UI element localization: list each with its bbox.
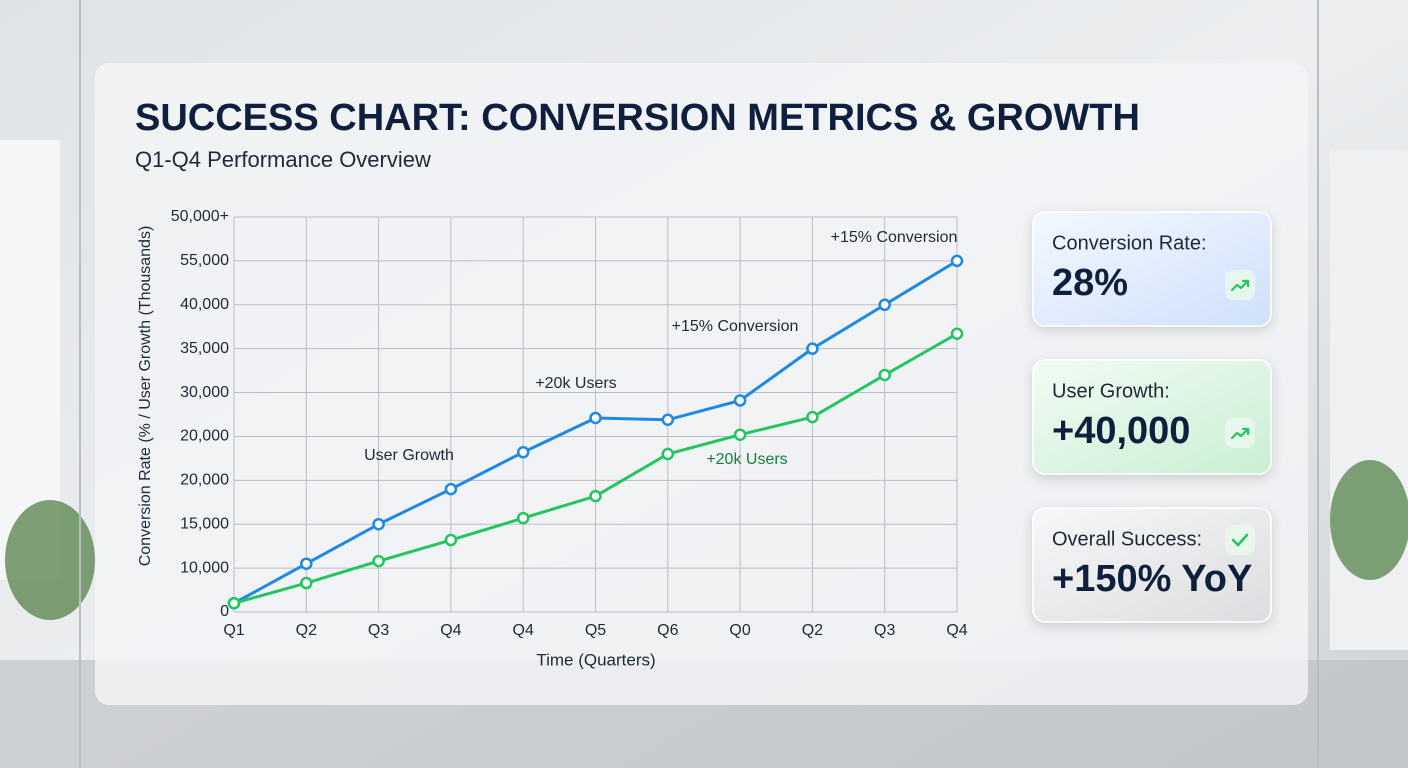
data-point: [950, 327, 964, 340]
kpi-value: +150% YoY: [1052, 558, 1252, 600]
y-tick-label: 0: [220, 603, 229, 620]
trend-icon: [1230, 279, 1250, 292]
x-tick-label: Q1: [223, 622, 244, 639]
y-tick-label: 55,000: [180, 252, 229, 269]
kpi-icon-bg: [1225, 525, 1255, 555]
y-tick-label: 10,000: [180, 559, 229, 576]
data-point: [300, 557, 313, 570]
data-point: [444, 482, 458, 496]
data-point: [661, 447, 675, 461]
kpi-value: +40,000: [1052, 410, 1190, 452]
data-point: [589, 489, 602, 503]
annotation: User Growth: [364, 447, 454, 464]
data-point: [950, 254, 964, 268]
x-tick-label: Q3: [368, 622, 389, 639]
data-point: [733, 428, 747, 441]
x-axis-label: Time (Quarters): [536, 650, 655, 669]
x-tick-label: Q4: [440, 622, 461, 639]
y-tick-label: 20,000: [180, 472, 229, 489]
annotation: +15% Conversion: [672, 318, 799, 335]
data-point: [444, 533, 458, 547]
data-point: [661, 413, 675, 427]
kpi-value: 28%: [1052, 262, 1128, 304]
x-tick-label: Q4: [946, 622, 967, 639]
y-tick-label: 35,000: [180, 340, 229, 357]
data-point: [733, 394, 747, 407]
kpi-card: [1032, 507, 1272, 623]
x-tick-label: Q6: [657, 622, 678, 639]
y-tick-label: 15,000: [180, 515, 229, 532]
x-tick-label: Q4: [513, 622, 534, 639]
x-tick-label: Q3: [874, 622, 895, 639]
x-tick-label: Q0: [729, 622, 750, 639]
y-tick-label: 30,000: [180, 384, 229, 401]
plant: [1330, 460, 1408, 580]
kpi-icon-bg: [1225, 418, 1255, 448]
annotation: +15% Conversion: [831, 229, 958, 246]
y-tick-label: 40,000: [180, 296, 229, 313]
plant: [5, 500, 95, 620]
kpi-card: [1032, 211, 1272, 327]
data-point: [372, 554, 385, 568]
kpi-label: User Growth:: [1052, 380, 1170, 402]
cards: Conversion Rate: 28% User Growth: +40,000 Ov…: [1032, 211, 1272, 623]
data-point: [589, 411, 602, 425]
panel: [95, 63, 1308, 705]
check-icon: [1231, 533, 1249, 547]
x-tick-label: Q5: [585, 622, 606, 639]
data-point: [516, 511, 530, 525]
trend-icon: [1230, 427, 1250, 440]
data-point: [516, 445, 530, 459]
kpi-card: [1032, 359, 1272, 475]
kpi-label: Overall Success:: [1052, 528, 1202, 550]
data-point: [227, 596, 241, 610]
data-point: [878, 368, 891, 382]
data-point: [300, 576, 313, 590]
chart-title: SUCCESS CHART: CONVERSION METRICS & GROW…: [135, 97, 1140, 139]
x-tick-label: Q2: [802, 622, 823, 639]
y-tick-label: 20,000: [180, 428, 229, 445]
chart-subtitle: Q1-Q4 Performance Overview: [135, 147, 431, 172]
annotation: +20k Users: [706, 451, 787, 468]
y-axis-label: Conversion Rate (% / User Growth (Thousa…: [137, 226, 154, 567]
x-tick-label: Q2: [296, 622, 317, 639]
data-point: [806, 410, 819, 424]
data-point: [878, 298, 891, 312]
data-point: [372, 517, 385, 531]
y-tick-label: 50,000+: [171, 208, 229, 225]
data-point: [806, 342, 819, 355]
kpi-label: Conversion Rate:: [1052, 232, 1207, 254]
kpi-icon-bg: [1225, 270, 1255, 300]
annotation: +20k Users: [535, 375, 616, 392]
